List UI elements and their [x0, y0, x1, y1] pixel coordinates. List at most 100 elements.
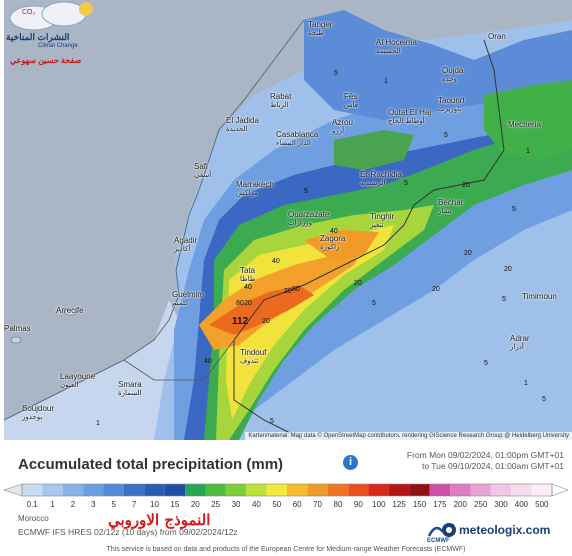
city-name: Arrecife — [56, 306, 84, 315]
scale-tick-label: 7 — [131, 500, 137, 509]
city-name: Adrar — [510, 334, 530, 343]
grid-value-label: 80 — [292, 286, 300, 293]
city-mecheria: Mecheria — [508, 120, 541, 129]
city-name-arabic: بشار — [438, 208, 452, 215]
scale-swatch — [307, 484, 328, 496]
zone-dark-blue — [184, 120, 572, 440]
ecmwf-label: ECMWF — [427, 538, 450, 544]
grid-value-label: 1 — [96, 420, 100, 427]
city-name: Béchar — [438, 198, 464, 207]
scale-tick-label: 125 — [392, 500, 406, 509]
scale-tick-label: 0.1 — [26, 500, 38, 509]
max-value-label: 112 — [232, 316, 249, 327]
chart-title: Accumulated total precipitation (mm) — [18, 456, 284, 473]
city-rabat: Rabat الرباط — [270, 92, 291, 110]
scale-tick-label: 10 — [150, 500, 159, 509]
city-name-arabic: بوجدور — [22, 414, 43, 421]
city-tindouf: Tindouf تندوف — [240, 348, 266, 366]
city-name-arabic: فاس — [344, 102, 359, 109]
grid-value-label: 5 — [304, 188, 308, 195]
city-name: Al Hoceima — [376, 38, 417, 47]
city-taourirt: Taourirt تاوريرت — [438, 96, 465, 114]
zone-yellow — [226, 225, 394, 420]
city-boujdour: Boujdour بوجدور — [22, 404, 54, 422]
grid-value-label: 5 — [334, 70, 338, 77]
city-name-arabic: أزرو — [332, 128, 345, 135]
scale-tick-label: 80 — [333, 500, 343, 509]
city-name: Guelmim — [172, 290, 205, 299]
climate-page-logo: CO₂ النشرات المناخية Climat Change صفحة … — [4, 0, 102, 66]
city-agadir: Agadir أكادير — [174, 236, 197, 254]
logo-title: النشرات المناخية — [6, 32, 70, 42]
scale-tick-label: 20 — [190, 500, 200, 509]
city-name-arabic: وجدة — [442, 76, 458, 83]
arabic-model-label: النموذج الاوروبي — [108, 511, 211, 529]
map-attribution[interactable]: Kartenmaterial: Map data © OpenStreetMap… — [245, 432, 572, 440]
scale-swatch — [490, 484, 512, 496]
city-zagora: Zagora زاكورة — [320, 234, 345, 252]
city-eljadida: El Jadida الجديدة — [226, 116, 259, 134]
scale-swatch — [429, 484, 451, 496]
city-smara: Smara السمارة — [118, 380, 142, 398]
scale-tick-label: 15 — [170, 500, 180, 509]
time-period: From Mon 09/02/2024, 01:00pm GMT+01 to T… — [407, 450, 564, 472]
scale-swatch — [22, 484, 43, 496]
zone-red — [209, 285, 314, 335]
scale-swatch — [511, 484, 532, 496]
city-palmas: Palmas — [4, 324, 31, 333]
city-errachidia: Er-Rachidia الرشيدية — [360, 170, 402, 188]
city-name: Tindouf — [240, 348, 267, 357]
scale-tick-label: 150 — [412, 500, 427, 509]
city-name: Er-Rachidia — [360, 170, 402, 179]
city-name: Tinghir — [370, 212, 395, 221]
grid-value-label: 1 — [384, 78, 388, 85]
info-icon[interactable]: i — [343, 455, 358, 470]
city-name: Oran — [488, 32, 506, 41]
meteologix-brand-link[interactable]: meteologix.com — [459, 523, 551, 537]
color-scale: 0.1 1 2 3 5 7 10 15 20 25 30 40 50 60 70 80 90 100 125 150 1… — [0, 480, 572, 514]
scale-swatch — [266, 484, 287, 496]
city-name: Oujda — [442, 66, 464, 75]
zone-green-north — [334, 130, 414, 170]
scale-swatch — [83, 484, 104, 496]
scale-tick-label: 5 — [111, 500, 116, 509]
scale-tick-label: 2 — [70, 500, 76, 509]
scale-swatch — [388, 484, 410, 496]
city-oran: Oran — [488, 32, 506, 41]
city-name-arabic: أوطاط الحاج — [388, 118, 425, 125]
city-oujda: Oujda وجدة — [442, 66, 463, 84]
city-name: Smara — [118, 380, 142, 389]
disclaimer: This service is based on data and produc… — [106, 546, 466, 553]
city-ouarzazate: Ouarzazate ورزازات — [288, 210, 329, 228]
coastline — [4, 19, 305, 421]
scale-tick-label: 250 — [473, 500, 488, 509]
grid-value-label: 20 — [462, 182, 470, 189]
scale-swatch — [144, 484, 165, 496]
legend-header: Accumulated total precipitation (mm) i F… — [0, 440, 572, 480]
city-name-arabic: الرشيدية — [360, 180, 386, 187]
city-name: Safi — [194, 162, 208, 171]
city-fes: Fès فاس — [344, 92, 358, 110]
scale-swatch — [470, 484, 491, 496]
precipitation-map[interactable]: CO₂ النشرات المناخية Climat Change صفحة … — [4, 0, 572, 440]
scale-swatch — [164, 484, 186, 496]
city-name-arabic: الرباط — [270, 102, 289, 109]
city-name-arabic: كلميم — [172, 300, 189, 307]
city-name-arabic: تنغير — [370, 222, 384, 229]
island-lanzarote — [63, 308, 77, 316]
city-name: El Jadida — [226, 116, 259, 125]
city-name: Ouarzazate — [288, 210, 330, 219]
scale-swatch — [225, 484, 247, 496]
city-name-arabic: آسفي — [194, 172, 212, 179]
city-arrecife: Arrecife — [56, 306, 84, 315]
island-grancanaria — [10, 336, 22, 344]
city-tata: Tata طاطا — [240, 266, 255, 284]
city-name: Boujdour — [22, 404, 55, 413]
grid-value-label: 1 — [524, 380, 528, 387]
city-name-arabic: تاوريرت — [438, 106, 462, 113]
grid-value-label: 5 — [484, 360, 488, 367]
scale-swatch — [409, 484, 430, 496]
grid-value-label: 20 — [504, 266, 512, 273]
grid-value-label: 20 — [284, 288, 292, 295]
city-name-arabic: طاطا — [240, 276, 256, 283]
